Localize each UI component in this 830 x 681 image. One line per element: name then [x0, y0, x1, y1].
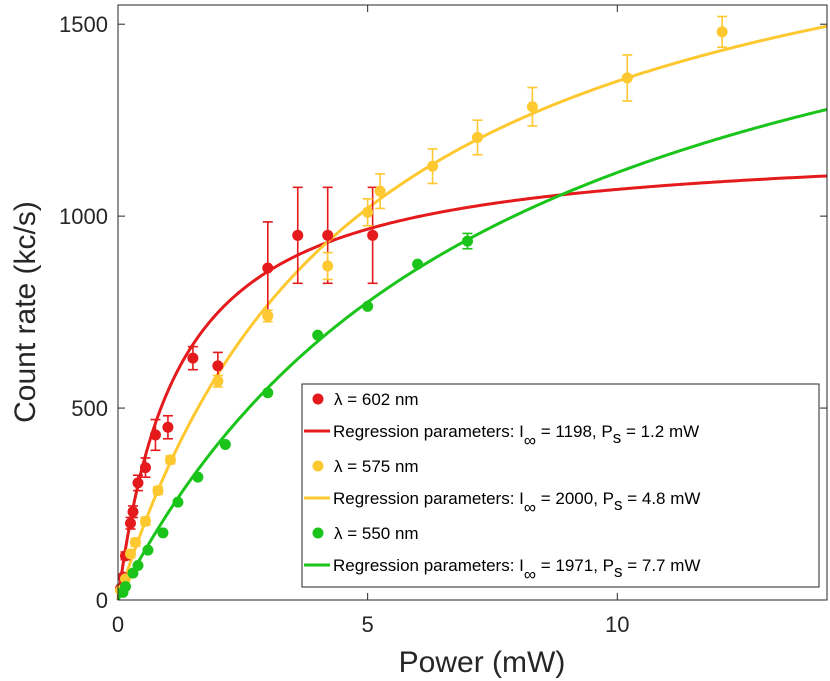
- legend-label-part: = 2000, P: [536, 489, 614, 508]
- legend-label-part: = 1.2 mW: [621, 422, 699, 441]
- data-point: [412, 258, 424, 270]
- y-tick-label: 1500: [59, 12, 108, 37]
- legend-box: [301, 383, 820, 588]
- data-point: [132, 559, 144, 571]
- data-point: [262, 310, 274, 322]
- legend-label: λ = 602 nm: [334, 390, 419, 409]
- data-point: [162, 421, 174, 433]
- data-point: [427, 160, 439, 172]
- data-point: [621, 72, 633, 84]
- data-point: [322, 260, 334, 272]
- data-point: [139, 462, 151, 474]
- x-axis-label: Power (mW): [399, 646, 566, 679]
- legend-label-part: Regression parameters: I: [333, 556, 524, 575]
- plot-frame: [117, 4, 828, 601]
- data-point: [157, 527, 169, 539]
- data-point: [152, 485, 164, 497]
- legend-label-part: s: [614, 562, 623, 581]
- data-point: [462, 235, 474, 247]
- data-point: [132, 477, 144, 489]
- data-point: [119, 573, 131, 585]
- legend-label: λ = 550 nm: [334, 524, 419, 543]
- fit-curve: [116, 24, 828, 601]
- y-tick-label: 0: [96, 588, 108, 613]
- data-point: [292, 229, 304, 241]
- y-axis-label: Count rate (kc/s): [9, 201, 42, 423]
- data-point: [374, 185, 386, 197]
- x-tick-label: 0: [112, 612, 124, 637]
- legend-label-part: = 4.8 mW: [622, 489, 700, 508]
- axis-ticks: 0 5 10 0 500 1000 1500: [59, 5, 827, 637]
- data-point: [124, 517, 136, 529]
- legend-label: Regression parameters: I∞ = 1198, Ps = 1…: [333, 422, 699, 450]
- data-point: [119, 581, 131, 593]
- data-point: [124, 548, 136, 560]
- legend-label-part: ∞: [524, 498, 536, 517]
- data-point: [526, 101, 538, 113]
- data-point: [142, 544, 154, 556]
- legend-label-part: = 1198, P: [536, 422, 613, 441]
- legend-label-part: = 1971, P: [536, 556, 614, 575]
- data-point: [471, 131, 483, 143]
- legend-marker: [312, 460, 324, 472]
- legend-label-part: Regression parameters: I: [333, 422, 524, 441]
- x-tick-label: 5: [362, 612, 374, 637]
- legend-label-part: ∞: [524, 565, 536, 584]
- legend-marker: [312, 527, 324, 539]
- fit-curves: [116, 24, 828, 601]
- data-point: [362, 300, 374, 312]
- data-point: [187, 352, 199, 364]
- data-point: [212, 360, 224, 372]
- data-point: [322, 229, 334, 241]
- data-point: [219, 439, 231, 451]
- data-point: [139, 515, 151, 527]
- data-point: [367, 229, 379, 241]
- data-point: [127, 506, 139, 518]
- data-point: [212, 375, 224, 387]
- legend-label-part: ∞: [524, 431, 536, 450]
- y-tick-label: 500: [71, 396, 108, 421]
- data-point: [362, 206, 374, 218]
- legend-label-part: = 7.7 mW: [622, 556, 700, 575]
- data-point: [149, 429, 161, 441]
- y-tick-label: 1000: [59, 204, 108, 229]
- data-point: [192, 471, 204, 483]
- data-point: [129, 536, 141, 548]
- data-point: [262, 262, 274, 274]
- fit-curve: [116, 107, 828, 601]
- x-tick-label: 10: [605, 612, 629, 637]
- data-point: [716, 26, 728, 38]
- data-point: [262, 387, 274, 399]
- legend-marker: [312, 393, 324, 405]
- data-point: [312, 329, 324, 341]
- fit-curve: [116, 174, 828, 601]
- data-point: [172, 496, 184, 508]
- legend-label-part: Regression parameters: I: [333, 489, 524, 508]
- legend-label: Regression parameters: I∞ = 1971, Ps = 7…: [333, 556, 700, 584]
- legend-label-part: s: [613, 428, 622, 447]
- legend-label: Regression parameters: I∞ = 2000, Ps = 4…: [333, 489, 700, 517]
- legend-label: λ = 575 nm: [334, 457, 419, 476]
- legend-label-part: s: [614, 495, 623, 514]
- data-point: [164, 454, 176, 466]
